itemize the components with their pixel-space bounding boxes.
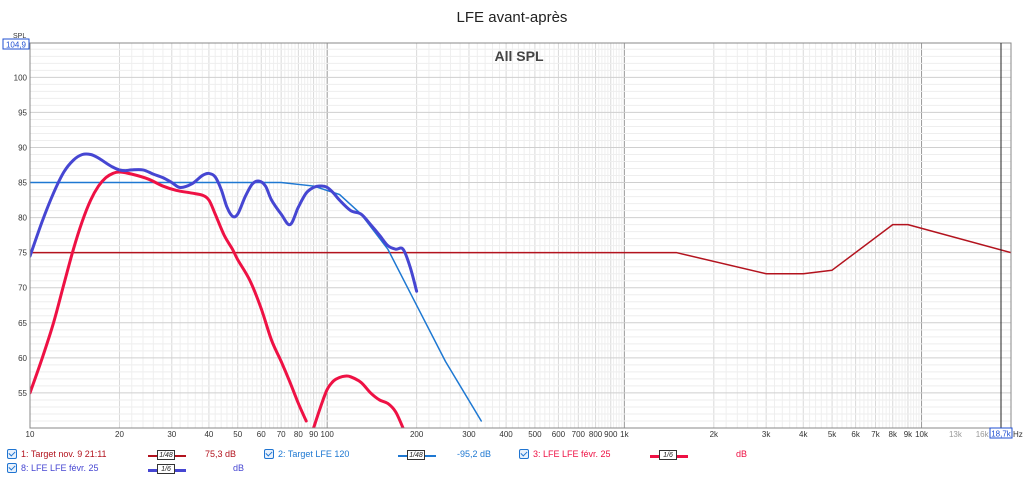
grid-lines <box>30 43 1011 428</box>
x-axis-unit: Hz <box>1013 430 1023 439</box>
series-4 <box>30 152 419 293</box>
x-tick-label: 10 <box>26 430 35 439</box>
x-tick-label: 400 <box>499 430 513 439</box>
smoothing-badge: 1/6 <box>659 450 677 460</box>
x-tick-label: 50 <box>233 430 242 439</box>
x-tick-label: 60 <box>257 430 266 439</box>
y-tick-label: 70 <box>18 284 27 293</box>
x-tick-label: 30 <box>167 430 176 439</box>
y-top-readout-text: 104,9 <box>6 41 27 50</box>
series-1 <box>30 223 1011 275</box>
legend: 1: Target nov. 9 21:11 1/48 75,3 dB 2: T… <box>0 448 1024 462</box>
legend-value: dB <box>735 449 747 459</box>
legend-second-row: 8: LFE LFE févr. 25 1/6 dB <box>0 462 1024 476</box>
chart-title: LFE avant-après <box>457 9 568 26</box>
legend-label: 3: LFE LFE févr. 25 <box>533 449 611 459</box>
x-tick-label: 300 <box>462 430 476 439</box>
plot-border <box>29 42 1012 429</box>
series-layer <box>30 152 1011 428</box>
x-tick-label: 16k <box>976 430 990 439</box>
x-tick-label: 90 <box>309 430 318 439</box>
series-line <box>30 170 308 423</box>
series-line <box>30 152 419 293</box>
smoothing-badge: 1/48 <box>157 450 175 460</box>
x-tick-label: 7k <box>871 430 880 439</box>
legend-value: 75,3 dB <box>204 449 236 459</box>
y-tick-label: 60 <box>18 354 27 363</box>
x-tick-label: 80 <box>294 430 303 439</box>
y-tick-label: 85 <box>18 179 27 188</box>
x-tick-label: 13k <box>949 430 963 439</box>
y-axis-label: SPL <box>13 33 26 40</box>
series-line <box>30 223 1011 275</box>
legend-swatch[interactable]: 1/48 <box>148 450 186 460</box>
y-tick-label: 80 <box>18 214 27 223</box>
x-axis-ticks: 10 20 30 40 50 60 70 80 90 100 200 300 400 500 600 700 8… <box>26 430 990 439</box>
legend-value: -95,2 dB <box>456 449 491 459</box>
legend-checkbox-icon[interactable] <box>519 449 529 459</box>
series-3 <box>30 170 405 428</box>
legend-value: dB <box>232 463 244 473</box>
x-tick-label: 5k <box>828 430 837 439</box>
series-2 <box>30 181 483 422</box>
y-tick-label: 75 <box>18 249 27 258</box>
legend-checkbox-icon[interactable] <box>7 463 17 473</box>
legend-swatch[interactable]: 1/6 <box>148 464 186 474</box>
x-tick-label: 500 <box>528 430 542 439</box>
series-line-segment <box>312 374 405 428</box>
x-tick-label: 100 <box>321 430 335 439</box>
x-cursor-readout-text: 18,7k <box>991 430 1012 439</box>
x-tick-label: 20 <box>115 430 124 439</box>
y-tick-label: 95 <box>18 108 27 117</box>
x-tick-label: 40 <box>204 430 213 439</box>
x-tick-label: 8k <box>889 430 898 439</box>
legend-label: 1: Target nov. 9 21:11 <box>21 449 107 459</box>
legend-checkbox-icon[interactable] <box>264 449 274 459</box>
x-tick-label: 700 <box>572 430 586 439</box>
x-tick-label: 6k <box>851 430 860 439</box>
y-tick-label: 90 <box>18 143 27 152</box>
x-tick-label: 9k <box>904 430 913 439</box>
x-tick-label: 2k <box>710 430 719 439</box>
x-tick-label: 900 <box>604 430 618 439</box>
legend-swatch[interactable]: 1/48 <box>398 450 436 460</box>
x-tick-label: 1k <box>620 430 629 439</box>
smoothing-badge: 1/48 <box>407 450 425 460</box>
x-tick-label: 800 <box>589 430 603 439</box>
y-tick-label: 65 <box>18 319 27 328</box>
series-line <box>30 181 483 422</box>
x-cursor-readout[interactable]: 18,7k <box>989 427 1013 439</box>
x-tick-label: 4k <box>799 430 808 439</box>
y-tick-label: 55 <box>18 389 27 398</box>
x-tick-label: 70 <box>277 430 286 439</box>
x-tick-label: 10k <box>915 430 929 439</box>
y-top-readout[interactable]: 104,9 <box>2 38 30 50</box>
x-tick-label: 200 <box>410 430 424 439</box>
chart-subtitle: All SPL <box>494 48 543 64</box>
smoothing-badge: 1/6 <box>157 464 175 474</box>
x-tick-label: 600 <box>552 430 566 439</box>
legend-checkbox-icon[interactable] <box>7 449 17 459</box>
x-tick-label: 3k <box>762 430 771 439</box>
y-tick-label: 100 <box>14 73 28 82</box>
legend-label: 2: Target LFE 120 <box>278 449 350 459</box>
y-axis-ticks: 55 60 65 70 75 80 85 90 95 100 <box>14 73 28 398</box>
legend-swatch[interactable]: 1/6 <box>650 450 688 460</box>
legend-label: 8: LFE LFE févr. 25 <box>21 463 99 473</box>
